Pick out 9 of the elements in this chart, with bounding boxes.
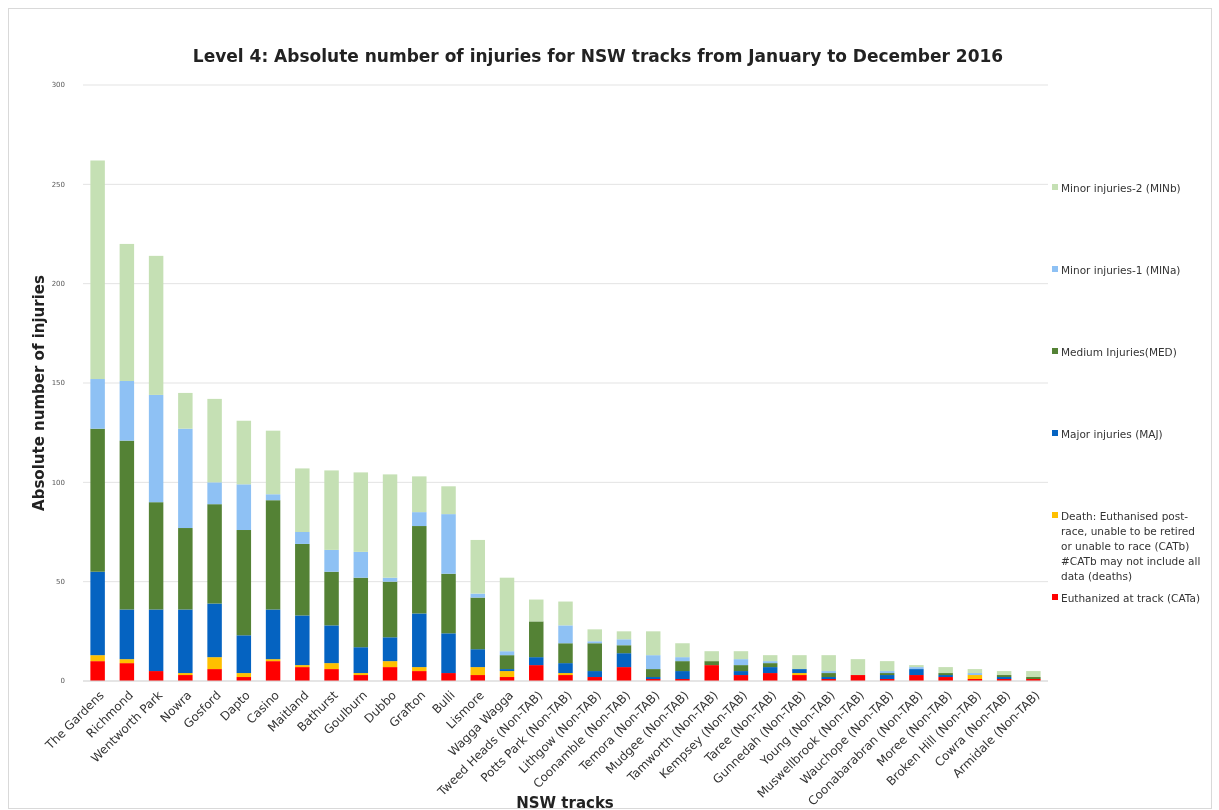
legend-label: Minor injuries-1 (MINa) (1061, 263, 1181, 276)
legend-label: Major injuries (MAJ) (1061, 427, 1163, 440)
legend-label: Death: Euthanised post-race, unable to be retired or unable to race (CATb) #CATb may not include all data (deaths) (1061, 509, 1201, 582)
y-axis-title: Absolute number of injuries (30, 275, 48, 511)
x-axis-title: NSW tracks (516, 794, 614, 810)
legend-label: Minor injuries-2 (MINb) (1061, 181, 1181, 194)
legend-label: Medium Injuries(MED) (1061, 345, 1177, 358)
chart-title: Level 4: Absolute number of injuries for NSW tracks from January to December 2016 (192, 46, 1004, 66)
legend-label: Euthanized at track (CATa) (1061, 591, 1200, 604)
